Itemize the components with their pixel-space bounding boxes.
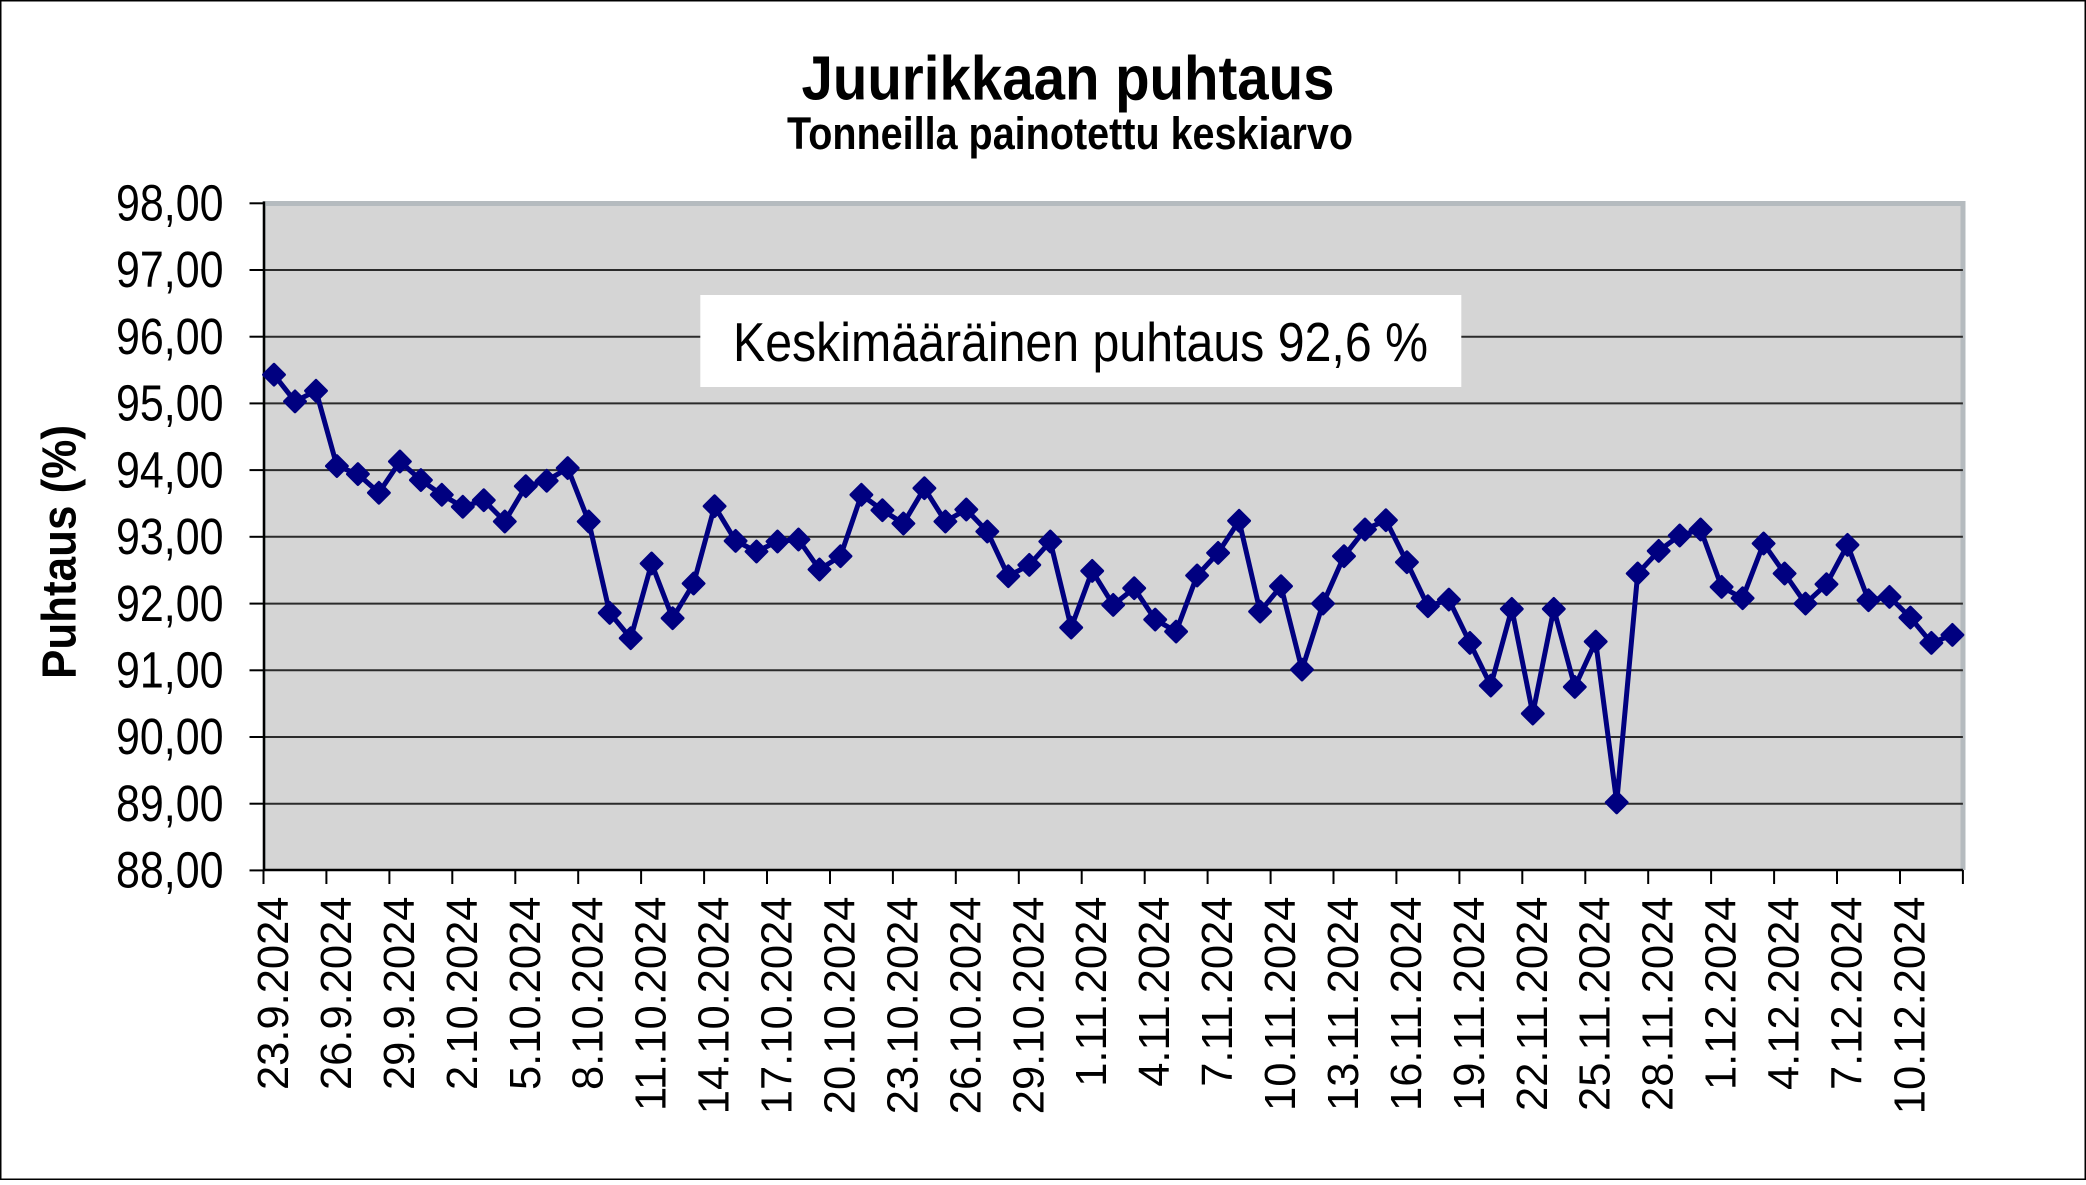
svg-text:2.10.2024: 2.10.2024 xyxy=(439,897,487,1091)
svg-text:7.11.2024: 7.11.2024 xyxy=(1194,897,1242,1087)
svg-text:29.9.2024: 29.9.2024 xyxy=(376,897,424,1091)
svg-text:13.11.2024: 13.11.2024 xyxy=(1320,897,1368,1111)
svg-text:5.10.2024: 5.10.2024 xyxy=(502,897,550,1091)
svg-text:Tonneilla painotettu keskiarvo: Tonneilla painotettu keskiarvo xyxy=(787,108,1353,159)
svg-text:14.10.2024: 14.10.2024 xyxy=(691,897,739,1115)
svg-text:22.11.2024: 22.11.2024 xyxy=(1509,897,1557,1111)
svg-text:95,00: 95,00 xyxy=(116,375,224,432)
svg-text:96,00: 96,00 xyxy=(116,308,224,365)
svg-text:25.11.2024: 25.11.2024 xyxy=(1572,897,1620,1111)
svg-text:Juurikkaan puhtaus: Juurikkaan puhtaus xyxy=(802,44,1335,113)
svg-text:29.10.2024: 29.10.2024 xyxy=(1005,897,1053,1115)
svg-text:93,00: 93,00 xyxy=(116,508,224,565)
svg-text:1.11.2024: 1.11.2024 xyxy=(1068,897,1116,1087)
svg-text:Puhtaus (%): Puhtaus (%) xyxy=(34,425,87,679)
svg-text:20.10.2024: 20.10.2024 xyxy=(817,897,865,1115)
svg-text:89,00: 89,00 xyxy=(116,775,224,832)
svg-text:7.12.2024: 7.12.2024 xyxy=(1824,897,1872,1091)
svg-text:19.11.2024: 19.11.2024 xyxy=(1446,897,1494,1111)
svg-text:10.11.2024: 10.11.2024 xyxy=(1257,897,1305,1111)
svg-text:97,00: 97,00 xyxy=(116,241,224,298)
svg-text:23.9.2024: 23.9.2024 xyxy=(250,897,298,1091)
svg-text:17.10.2024: 17.10.2024 xyxy=(754,897,802,1115)
svg-text:1.12.2024: 1.12.2024 xyxy=(1698,897,1746,1091)
svg-text:88,00: 88,00 xyxy=(116,842,224,899)
svg-text:90,00: 90,00 xyxy=(116,708,224,765)
svg-text:91,00: 91,00 xyxy=(116,642,224,699)
svg-text:94,00: 94,00 xyxy=(116,441,224,498)
svg-text:Keskimääräinen puhtaus 92,6 %: Keskimääräinen puhtaus 92,6 % xyxy=(733,311,1428,373)
svg-text:92,00: 92,00 xyxy=(116,575,224,632)
svg-text:16.11.2024: 16.11.2024 xyxy=(1383,897,1431,1111)
svg-text:98,00: 98,00 xyxy=(116,175,224,232)
svg-text:10.12.2024: 10.12.2024 xyxy=(1886,897,1934,1115)
svg-text:4.11.2024: 4.11.2024 xyxy=(1131,897,1179,1087)
svg-text:4.12.2024: 4.12.2024 xyxy=(1761,897,1809,1091)
svg-text:8.10.2024: 8.10.2024 xyxy=(565,897,613,1091)
svg-text:23.10.2024: 23.10.2024 xyxy=(879,897,927,1115)
svg-text:26.10.2024: 26.10.2024 xyxy=(942,897,990,1115)
svg-text:26.9.2024: 26.9.2024 xyxy=(313,897,361,1091)
svg-text:28.11.2024: 28.11.2024 xyxy=(1635,897,1683,1111)
svg-text:11.10.2024: 11.10.2024 xyxy=(628,897,676,1111)
